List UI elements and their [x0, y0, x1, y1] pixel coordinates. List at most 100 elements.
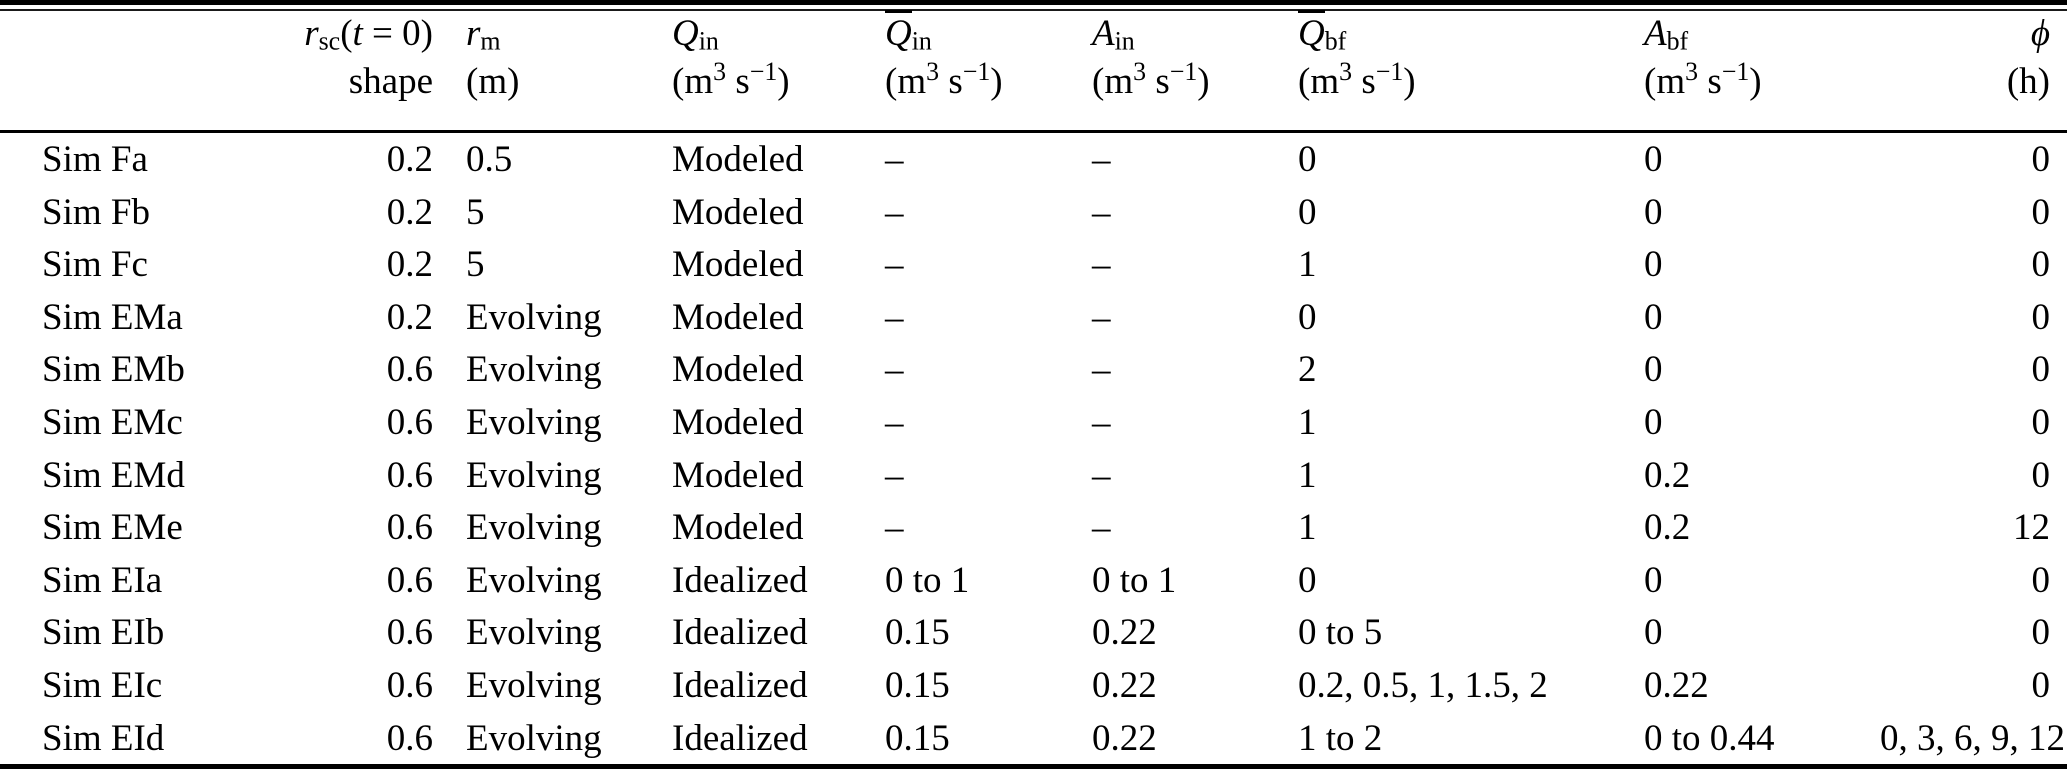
- cell-q-in: Modeled: [672, 349, 804, 391]
- cell-a-in: –: [1092, 138, 1111, 180]
- cell-qbar-in: –: [885, 296, 904, 338]
- table-row: Sim Fa 0.2 0.5 Modeled – – 0 0 0: [0, 132, 2067, 186]
- row-label: Sim EMd: [42, 454, 185, 496]
- cell-qbar-in: 0.15: [885, 717, 950, 759]
- cell-a-bf: 0: [1644, 349, 1663, 391]
- cell-q-in: Idealized: [672, 559, 808, 601]
- table-row: Sim EId 0.6 Evolving Idealized 0.15 0.22…: [0, 712, 2067, 767]
- cell-qbar-bf: 0: [1298, 559, 1317, 601]
- cell-qbar-in: –: [885, 244, 904, 286]
- cell-rm: Evolving: [466, 349, 602, 391]
- cell-phi: 0: [2031, 664, 2051, 706]
- row-label: Sim EIa: [42, 559, 163, 601]
- table-row: Sim EIb 0.6 Evolving Idealized 0.15 0.22…: [0, 607, 2067, 660]
- cell-a-bf: 0 to 0.44: [1644, 717, 1775, 759]
- cell-a-in: –: [1092, 349, 1111, 391]
- cell-q-in: Idealized: [672, 612, 808, 654]
- cell-qbar-in: –: [885, 454, 904, 496]
- cell-a-in: –: [1092, 507, 1111, 549]
- cell-a-bf: 0: [1644, 244, 1663, 286]
- cell-qbar-bf: 0.2, 0.5, 1, 1.5, 2: [1298, 664, 1548, 706]
- header-unit: (m3 s−1): [1644, 57, 1762, 103]
- cell-qbar-in: –: [885, 401, 904, 443]
- row-label: Sim EId: [42, 717, 165, 759]
- cell-shape: 0.6: [386, 717, 433, 759]
- header-symbol: rm: [466, 13, 501, 56]
- header-cell-sim: [0, 10, 245, 134]
- cell-qbar-bf: 1 to 2: [1298, 717, 1383, 759]
- header-unit: (m): [466, 61, 520, 103]
- cell-rm: Evolving: [466, 717, 602, 759]
- cell-qbar-bf: 2: [1298, 349, 1317, 391]
- cell-q-in: Modeled: [672, 507, 804, 549]
- cell-q-in: Idealized: [672, 717, 808, 759]
- header-symbol: rsc(t = 0): [304, 13, 433, 56]
- cell-shape: 0.2: [386, 244, 433, 286]
- cell-qbar-in: –: [885, 349, 904, 391]
- cell-phi: 0, 3, 6, 9, 12: [1880, 717, 2065, 759]
- table-header-row: rsc(t = 0) shape rm (m) Qin (m3 s−1) Qin…: [0, 10, 2067, 134]
- cell-rm: Evolving: [466, 559, 602, 601]
- header-unit: (m3 s−1): [1298, 57, 1416, 103]
- simulation-parameters-table: rsc(t = 0) shape rm (m) Qin (m3 s−1) Qin…: [0, 10, 2067, 770]
- header-unit: (m3 s−1): [672, 57, 790, 103]
- cell-qbar-in: –: [885, 138, 904, 180]
- header-cell-rm: rm (m): [433, 10, 672, 134]
- cell-a-bf: 0: [1644, 138, 1663, 180]
- cell-a-bf: 0: [1644, 612, 1663, 654]
- cell-shape: 0.2: [386, 138, 433, 180]
- header-unit: (h): [2006, 61, 2050, 103]
- cell-qbar-in: –: [885, 507, 904, 549]
- cell-phi: 0: [2031, 296, 2051, 338]
- cell-rm: Evolving: [466, 612, 602, 654]
- table-row: Sim Fb 0.2 5 Modeled – – 0 0 0: [0, 186, 2067, 239]
- table-row: Sim EMd 0.6 Evolving Modeled – – 1 0.2 0: [0, 449, 2067, 502]
- header-cell-a-in: Ain (m3 s−1): [1092, 10, 1298, 134]
- cell-shape: 0.6: [386, 612, 433, 654]
- header-symbol: Abf: [1644, 13, 1689, 56]
- header-symbol: Qin: [672, 13, 719, 56]
- header-cell-a-bf: Abf (m3 s−1): [1644, 10, 1880, 134]
- row-label: Sim Fc: [42, 244, 148, 286]
- cell-rm: 0.5: [466, 138, 513, 180]
- cell-a-in: 0.22: [1092, 664, 1157, 706]
- cell-phi: 0: [2031, 454, 2051, 496]
- cell-shape: 0.6: [386, 559, 433, 601]
- header-symbol: Qin: [885, 10, 1092, 58]
- header-cell-phi: ϕ (h): [1880, 10, 2067, 134]
- cell-a-in: 0.22: [1092, 717, 1157, 759]
- row-label: Sim EIb: [42, 612, 165, 654]
- row-label: Sim EIc: [42, 664, 163, 706]
- cell-qbar-bf: 1: [1298, 244, 1317, 286]
- table-row: Sim Fc 0.2 5 Modeled – – 1 0 0: [0, 238, 2067, 291]
- header-symbol: ϕ: [2030, 13, 2050, 54]
- table-row: Sim EMb 0.6 Evolving Modeled – – 2 0 0: [0, 344, 2067, 397]
- header-cell-qbar-in: Qin (m3 s−1): [885, 10, 1092, 134]
- header-cell-rsc-shape: rsc(t = 0) shape: [245, 10, 433, 134]
- cell-q-in: Modeled: [672, 244, 804, 286]
- cell-phi: 0: [2031, 559, 2051, 601]
- cell-a-in: –: [1092, 454, 1111, 496]
- cell-a-in: –: [1092, 191, 1111, 233]
- cell-q-in: Modeled: [672, 454, 804, 496]
- table-row: Sim EIa 0.6 Evolving Idealized 0 to 1 0 …: [0, 554, 2067, 607]
- cell-shape: 0.6: [386, 454, 433, 496]
- cell-qbar-bf: 0: [1298, 191, 1317, 233]
- cell-q-in: Modeled: [672, 296, 804, 338]
- cell-shape: 0.2: [386, 191, 433, 233]
- cell-phi: 0: [2031, 612, 2051, 654]
- cell-qbar-in: 0.15: [885, 664, 950, 706]
- table-row: Sim EIc 0.6 Evolving Idealized 0.15 0.22…: [0, 659, 2067, 712]
- cell-a-in: –: [1092, 401, 1111, 443]
- header-cell-q-in: Qin (m3 s−1): [672, 10, 885, 134]
- table-row: Sim EMc 0.6 Evolving Modeled – – 1 0 0: [0, 396, 2067, 449]
- cell-rm: Evolving: [466, 401, 602, 443]
- row-label: Sim Fa: [42, 138, 148, 180]
- cell-qbar-bf: 0: [1298, 296, 1317, 338]
- cell-shape: 0.6: [386, 664, 433, 706]
- header-unit: (m3 s−1): [885, 57, 1003, 103]
- cell-q-in: Modeled: [672, 401, 804, 443]
- cell-qbar-bf: 1: [1298, 401, 1317, 443]
- row-label: Sim EMe: [42, 507, 183, 549]
